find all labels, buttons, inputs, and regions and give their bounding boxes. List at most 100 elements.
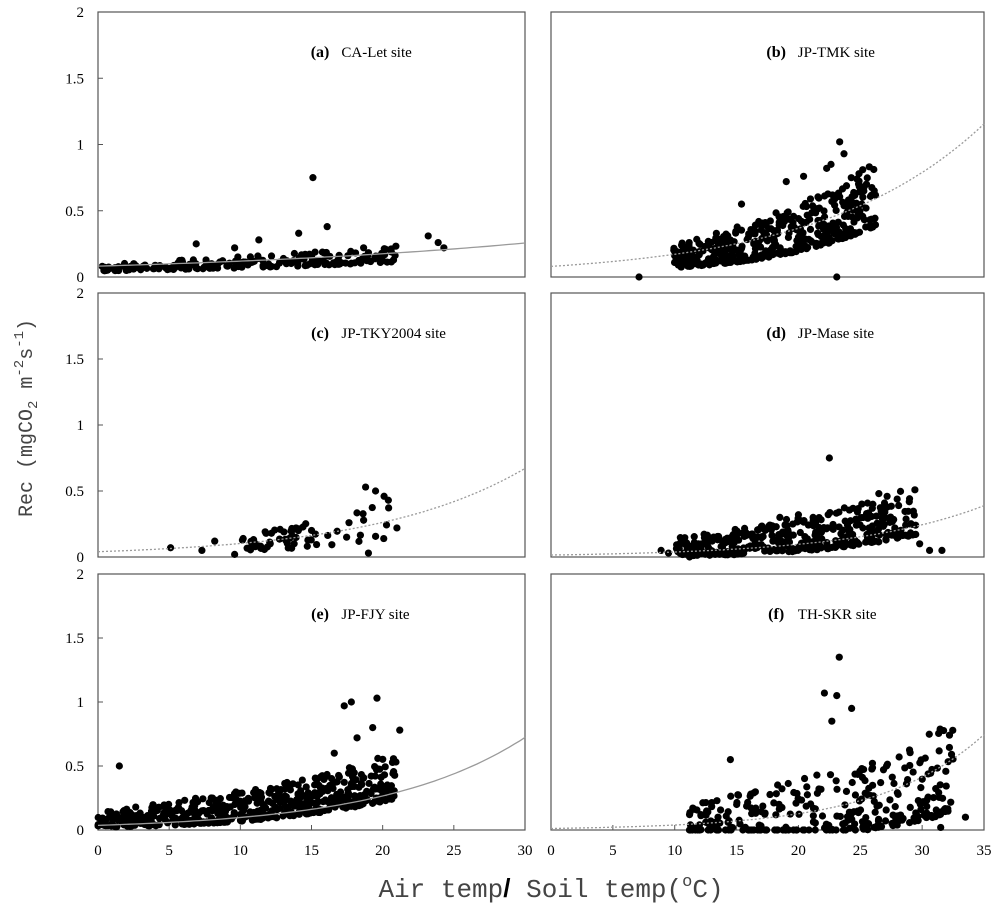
data-point: [691, 543, 699, 551]
data-point: [804, 521, 813, 529]
data-point: [731, 525, 739, 534]
panel-b: (b) JP-TMK site: [550, 11, 985, 281]
data-point: [320, 775, 328, 783]
y-tick-label: 0: [77, 823, 85, 839]
data-point: [728, 543, 736, 551]
x-tick-label: 0: [547, 843, 555, 859]
data-point: [373, 694, 381, 702]
data-point: [869, 223, 877, 231]
data-point: [757, 226, 766, 234]
data-point: [947, 798, 955, 806]
data-point: [741, 252, 749, 260]
data-point: [849, 530, 857, 539]
data-point: [385, 504, 393, 512]
data-point: [748, 826, 756, 834]
data-point: [901, 764, 909, 772]
data-point: [247, 537, 255, 545]
panel-title: JP-FJY site: [341, 607, 410, 623]
data-point: [382, 521, 391, 529]
data-point: [775, 800, 783, 808]
data-point: [284, 544, 292, 552]
data-point: [787, 223, 795, 231]
data-point: [371, 487, 380, 495]
data-point: [806, 225, 815, 233]
scatter-points: [166, 483, 401, 558]
data-point: [851, 826, 859, 834]
data-point: [707, 238, 715, 247]
panel-title: JP-TKY2004 site: [341, 326, 446, 342]
data-point: [280, 528, 288, 536]
data-point: [863, 174, 871, 182]
data-point: [267, 252, 276, 260]
data-point: [344, 789, 353, 797]
data-point: [875, 538, 883, 546]
data-point: [345, 519, 353, 527]
data-point: [865, 163, 873, 171]
data-point: [714, 813, 722, 821]
data-point: [864, 514, 872, 522]
data-point: [862, 204, 870, 212]
data-point: [794, 215, 803, 223]
data-point: [303, 542, 311, 550]
data-point: [823, 524, 832, 532]
data-point: [363, 787, 371, 795]
data-point: [933, 764, 941, 772]
data-point: [351, 792, 359, 800]
data-point: [911, 817, 919, 825]
data-point: [236, 797, 244, 805]
fit-curve: [97, 242, 526, 267]
data-point: [334, 255, 342, 263]
data-point: [937, 823, 945, 832]
data-point: [264, 261, 273, 269]
data-point: [754, 526, 762, 534]
data-point: [905, 498, 913, 506]
data-point: [748, 810, 756, 818]
data-point: [936, 781, 944, 789]
data-point: [262, 529, 270, 537]
data-point: [917, 756, 925, 764]
data-point: [369, 785, 377, 793]
data-point: [774, 537, 782, 546]
data-point: [695, 821, 704, 829]
data-point: [359, 510, 367, 518]
data-point: [699, 261, 707, 269]
data-point: [803, 783, 811, 791]
data-point: [790, 788, 798, 797]
data-point: [889, 529, 897, 537]
data-point: [803, 791, 811, 799]
data-point: [773, 826, 781, 834]
data-point: [877, 778, 885, 787]
data-point: [728, 823, 737, 832]
data-point: [723, 252, 731, 260]
data-point: [788, 248, 796, 257]
plot-frame: [550, 11, 985, 278]
data-point: [868, 759, 877, 767]
y-tick-label: 1: [77, 695, 85, 711]
data-point: [908, 531, 916, 539]
data-point: [339, 803, 347, 811]
data-point: [751, 245, 760, 253]
data-point: [806, 215, 814, 223]
data-point: [721, 826, 730, 834]
data-point: [902, 515, 910, 523]
data-point: [396, 726, 404, 734]
data-point: [365, 779, 373, 788]
data-point: [759, 802, 767, 810]
data-point: [740, 524, 749, 532]
data-point: [828, 717, 836, 725]
data-point: [364, 549, 373, 557]
plot-frame: [550, 292, 985, 558]
data-point: [316, 783, 324, 791]
data-point: [290, 249, 298, 258]
data-point: [360, 516, 368, 524]
data-point: [848, 193, 856, 201]
data-point: [770, 236, 778, 244]
data-point: [881, 817, 890, 825]
data-point: [171, 821, 179, 829]
y-tick-label: 1: [77, 418, 85, 434]
data-point: [848, 704, 856, 713]
data-point: [246, 808, 254, 816]
data-point: [205, 799, 213, 807]
x-tick-label: 10: [233, 843, 248, 859]
y-tick-label: 0: [77, 550, 85, 566]
